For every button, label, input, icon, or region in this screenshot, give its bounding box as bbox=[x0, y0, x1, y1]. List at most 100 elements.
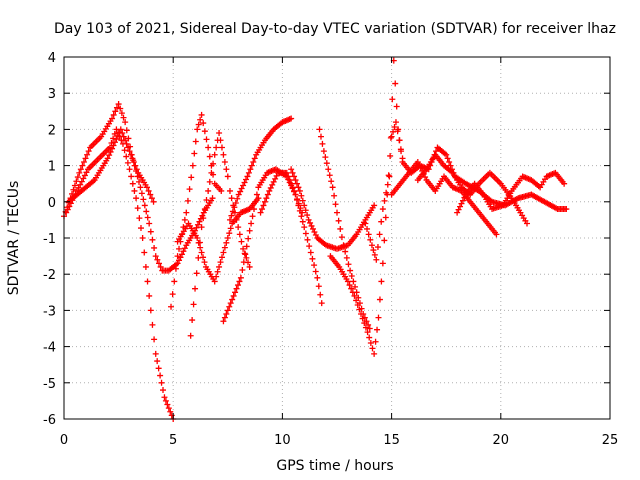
data-marks bbox=[61, 57, 570, 422]
data-point bbox=[239, 266, 246, 273]
data-point bbox=[308, 222, 315, 229]
data-point bbox=[291, 187, 298, 194]
data-point bbox=[364, 225, 371, 232]
data-point bbox=[147, 228, 154, 235]
data-point bbox=[201, 259, 208, 266]
data-point bbox=[301, 224, 308, 231]
data-point bbox=[306, 243, 313, 250]
data-point bbox=[174, 253, 181, 260]
data-point bbox=[288, 166, 295, 173]
data-point bbox=[64, 206, 71, 213]
data-point bbox=[302, 230, 309, 237]
data-point bbox=[180, 248, 187, 255]
data-point bbox=[128, 173, 135, 180]
data-point bbox=[197, 244, 204, 251]
data-point bbox=[117, 126, 124, 133]
data-point bbox=[148, 195, 155, 202]
data-point bbox=[244, 173, 251, 180]
data-point bbox=[144, 214, 151, 221]
data-point bbox=[232, 289, 239, 296]
data-point bbox=[349, 289, 356, 296]
data-point bbox=[368, 242, 375, 249]
data-point bbox=[247, 166, 254, 173]
data-point bbox=[224, 235, 231, 241]
data-point bbox=[342, 248, 349, 255]
data-point bbox=[130, 158, 137, 165]
data-point bbox=[373, 256, 380, 263]
data-point bbox=[334, 209, 340, 216]
data-point bbox=[272, 175, 279, 182]
data-point bbox=[248, 162, 255, 169]
data-point bbox=[266, 187, 273, 194]
data-point bbox=[229, 208, 236, 215]
data-point bbox=[311, 262, 318, 269]
y-axis: 4 3 2 1 0 -1 -2 -3 -4 -5 -6 bbox=[43, 51, 610, 428]
data-point bbox=[217, 259, 224, 266]
data-point bbox=[226, 187, 233, 194]
data-point bbox=[237, 188, 244, 195]
data-point bbox=[296, 187, 303, 194]
data-point bbox=[104, 155, 111, 162]
data-point bbox=[382, 214, 389, 221]
data-point bbox=[171, 278, 178, 285]
data-point bbox=[187, 332, 194, 339]
data-point bbox=[82, 155, 89, 162]
data-point bbox=[348, 273, 355, 280]
data-point bbox=[189, 162, 196, 169]
data-point bbox=[312, 268, 319, 275]
data-point bbox=[83, 169, 90, 176]
data-point bbox=[81, 172, 88, 179]
data-point bbox=[367, 236, 374, 243]
data-point bbox=[283, 169, 290, 176]
x-axis-label: GPS time / hours bbox=[276, 458, 393, 474]
data-point bbox=[348, 285, 355, 292]
data-point bbox=[243, 243, 250, 250]
data-point bbox=[210, 160, 217, 167]
data-point bbox=[79, 162, 86, 169]
data-point bbox=[217, 137, 224, 144]
data-point bbox=[216, 263, 223, 270]
data-point bbox=[261, 198, 268, 205]
data-point bbox=[226, 303, 233, 310]
x-tick-label: 25 bbox=[602, 433, 619, 448]
data-point bbox=[206, 153, 213, 160]
data-point bbox=[194, 221, 201, 228]
series-arc-10 bbox=[288, 166, 378, 252]
data-point bbox=[391, 123, 398, 130]
data-point bbox=[381, 237, 388, 244]
data-point bbox=[387, 152, 394, 159]
data-point bbox=[249, 213, 256, 220]
data-point bbox=[369, 345, 376, 352]
data-point bbox=[70, 186, 77, 193]
y-tick-label: -2 bbox=[43, 268, 56, 283]
data-point bbox=[319, 140, 326, 147]
series-arc-6 bbox=[174, 195, 262, 285]
data-point bbox=[201, 206, 208, 213]
data-point bbox=[220, 318, 227, 325]
data-point bbox=[121, 147, 128, 154]
data-point bbox=[133, 195, 140, 202]
data-point bbox=[338, 234, 345, 241]
data-point bbox=[221, 158, 228, 165]
data-point bbox=[257, 209, 264, 216]
data-point bbox=[141, 249, 148, 256]
data-point bbox=[273, 172, 280, 179]
data-point bbox=[109, 115, 116, 122]
data-point bbox=[264, 191, 271, 198]
data-point bbox=[312, 231, 319, 238]
data-point bbox=[233, 285, 240, 292]
data-point bbox=[371, 350, 378, 357]
data-point bbox=[285, 173, 292, 180]
data-point bbox=[240, 259, 247, 266]
data-point bbox=[392, 119, 399, 126]
data-point bbox=[292, 191, 299, 198]
y-tick-label: -3 bbox=[43, 304, 56, 319]
data-point bbox=[127, 151, 134, 158]
data-point bbox=[106, 152, 113, 159]
data-point bbox=[198, 224, 205, 231]
data-point bbox=[213, 273, 220, 280]
data-point bbox=[218, 254, 225, 261]
data-point bbox=[227, 300, 234, 307]
data-point bbox=[74, 174, 81, 181]
series-arc-12 bbox=[327, 119, 406, 357]
